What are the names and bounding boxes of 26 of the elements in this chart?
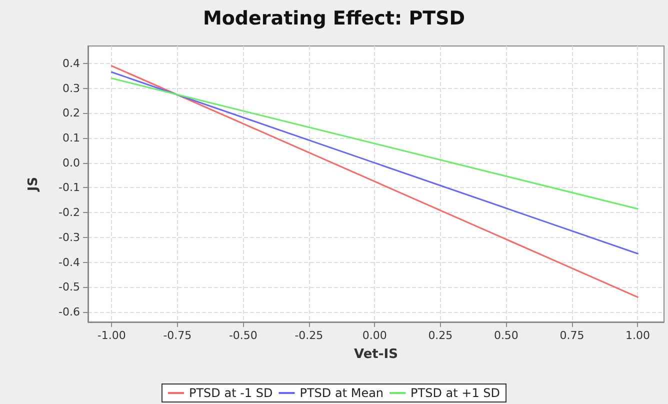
x-tick-label: 1.00	[625, 329, 650, 342]
y-tick-label: 0.2	[62, 106, 80, 120]
x-tick-label: -0.25	[294, 329, 324, 342]
y-tick-label: -0.3	[58, 230, 80, 244]
chart-title: Moderating Effect: PTSD	[202, 8, 466, 30]
x-tick-label: 0.00	[362, 329, 387, 342]
y-axis-title: JS	[26, 176, 41, 192]
x-axis-title: Vet-IS	[354, 347, 398, 362]
y-tick-label: -0.4	[58, 256, 80, 269]
legend-label: PTSD at +1 SD	[410, 386, 500, 400]
y-tick-label: 0.0	[62, 156, 80, 170]
x-tick-label: 0.50	[494, 329, 518, 342]
x-tick-label: -1.00	[97, 329, 126, 342]
y-tick-label: 0.3	[62, 82, 80, 95]
y-tick-label: -0.2	[58, 206, 80, 220]
x-tick-label: 0.75	[560, 329, 584, 342]
x-tick-label: -0.75	[163, 329, 192, 342]
legend-label: PTSD at -1 SD	[188, 386, 273, 400]
y-tick-label: -0.6	[58, 306, 80, 319]
x-tick-label: 0.25	[428, 329, 453, 342]
y-tick-label: -0.5	[58, 280, 80, 294]
y-tick-label: 0.4	[62, 56, 80, 70]
x-tick-label: -0.50	[228, 329, 258, 342]
y-tick-label: 0.1	[62, 132, 80, 144]
y-tick-label: -0.1	[58, 181, 80, 194]
legend-label: PTSD at Mean	[300, 386, 384, 400]
